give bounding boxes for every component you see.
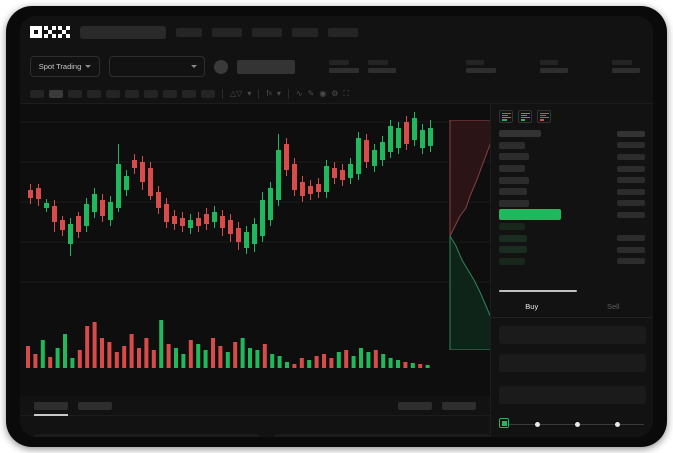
orderbook-header-row xyxy=(499,128,645,140)
coin-avatar xyxy=(214,59,228,74)
timeframe-10[interactable] xyxy=(201,90,215,98)
toolbar-divider xyxy=(258,89,260,99)
candlestick-pane xyxy=(20,104,490,304)
orders-tabbar xyxy=(20,396,490,416)
tab-order-history[interactable] xyxy=(78,401,112,410)
nav-item-3[interactable] xyxy=(252,27,282,37)
app-screen: Spot Trading xyxy=(20,16,653,437)
orderbook-bid-row[interactable] xyxy=(499,232,645,244)
orderbook-sidebar: Buy Sell xyxy=(490,104,653,437)
slider-stop-25[interactable] xyxy=(535,421,540,427)
timeframe-6[interactable] xyxy=(125,90,139,98)
fullscreen-icon[interactable]: ⛶ xyxy=(343,89,350,98)
volume-pane xyxy=(20,310,490,370)
timeframe-9[interactable] xyxy=(182,90,196,98)
orderbook-ask-row[interactable] xyxy=(499,186,645,198)
bid-depth-area xyxy=(449,234,498,350)
tab-open-orders[interactable] xyxy=(34,401,68,416)
pencil-icon[interactable]: ✎ xyxy=(307,89,315,98)
ask-depth-area xyxy=(449,120,498,237)
timeframe-2[interactable] xyxy=(49,90,63,98)
spread-price-highlight xyxy=(499,209,561,221)
slider-stop-50[interactable] xyxy=(575,421,580,427)
trading-pair-dropdown[interactable] xyxy=(109,56,205,77)
chart-type-dropdown-icon[interactable]: ▾ xyxy=(247,89,252,98)
market-type-dropdown[interactable]: Spot Trading xyxy=(30,56,100,77)
market-subbar: Spot Trading xyxy=(20,48,653,85)
volume-histogram-svg xyxy=(26,320,430,368)
price-chart[interactable] xyxy=(20,104,498,396)
stat-24h-high xyxy=(368,60,396,73)
camera-icon[interactable]: ◉ xyxy=(319,89,327,98)
order-side-tabs: Buy Sell xyxy=(491,296,653,318)
orders-action-1[interactable] xyxy=(398,401,432,410)
order-total-field[interactable] xyxy=(499,386,646,404)
market-depth-overlay xyxy=(442,120,498,350)
panel-right[interactable] xyxy=(274,434,490,437)
nav-item-5[interactable] xyxy=(328,27,358,37)
orderbook-bid-row[interactable] xyxy=(499,244,645,256)
timeframe-3[interactable] xyxy=(68,90,82,98)
nav-item-2[interactable] xyxy=(212,27,242,37)
candlestick-svg xyxy=(20,112,490,283)
orderbook-mode-switcher xyxy=(491,104,653,128)
timeframe-4[interactable] xyxy=(87,90,101,98)
last-price xyxy=(237,59,295,74)
market-type-label: Spot Trading xyxy=(38,62,82,71)
tab-buy[interactable]: Buy xyxy=(525,302,539,311)
orderbook-mode-bids-only-icon[interactable] xyxy=(518,110,532,123)
orders-action-2[interactable] xyxy=(442,401,476,410)
search-input[interactable] xyxy=(80,25,166,39)
timeframe-1[interactable] xyxy=(30,90,44,98)
depth-area-svg xyxy=(449,120,498,350)
okx-logo-icon[interactable] xyxy=(30,26,70,38)
timeframe-5[interactable] xyxy=(106,90,120,98)
orderbook-list[interactable] xyxy=(491,128,653,267)
indicator-dropdown-icon[interactable]: ▾ xyxy=(276,89,281,98)
toolbar-divider xyxy=(222,89,223,99)
stat-24h-volume xyxy=(540,60,568,73)
toolbar-divider xyxy=(287,89,289,99)
okx-logo-glyph xyxy=(30,26,70,38)
line-chart-icon[interactable]: ∿ xyxy=(295,89,303,98)
amount-slider-handle[interactable] xyxy=(499,418,509,428)
orderbook-bid-row[interactable] xyxy=(499,256,645,268)
order-price-field[interactable] xyxy=(499,326,646,344)
slider-stop-75[interactable] xyxy=(615,421,620,427)
orderbook-bid-row[interactable] xyxy=(499,221,645,233)
orderbook-ask-row[interactable] xyxy=(499,198,645,210)
chevron-down-icon xyxy=(191,65,197,68)
stat-24h-low xyxy=(466,60,496,73)
orderbook-ask-row[interactable] xyxy=(499,174,645,186)
orderbook-mode-asks-only-icon[interactable] xyxy=(537,110,551,123)
nav-item-1[interactable] xyxy=(176,27,202,37)
timeframe-7[interactable] xyxy=(144,90,158,98)
chevron-down-icon xyxy=(85,65,92,68)
orderbook-mode-both-icon[interactable] xyxy=(499,110,513,123)
device-frame: Spot Trading xyxy=(6,6,667,447)
gear-icon[interactable]: ⚙ xyxy=(331,89,339,98)
orderbook-spread-row[interactable] xyxy=(499,209,645,221)
amount-slider-track[interactable] xyxy=(501,424,644,425)
nav-item-4[interactable] xyxy=(292,27,318,37)
top-navigation-bar xyxy=(20,16,653,48)
stat-24h-change xyxy=(329,60,359,73)
orderbook-ask-row[interactable] xyxy=(499,151,645,163)
tab-sell[interactable]: Sell xyxy=(606,302,620,311)
orderbook-ask-row[interactable] xyxy=(499,163,645,175)
order-amount-field[interactable] xyxy=(499,354,646,372)
panel-left[interactable] xyxy=(34,434,260,437)
candle-chart-icon[interactable]: △▽ xyxy=(230,89,243,98)
orderbook-scrollbar[interactable] xyxy=(499,290,577,292)
stat-24h-turnover xyxy=(612,60,640,73)
timeframe-8[interactable] xyxy=(163,90,177,98)
orderbook-ask-row[interactable] xyxy=(499,140,645,152)
